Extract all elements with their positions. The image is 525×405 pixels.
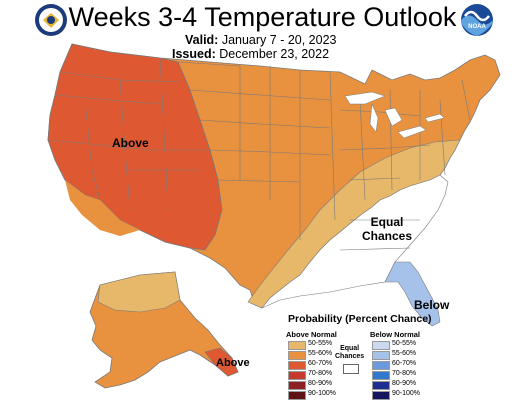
valid-label: Valid:: [185, 33, 219, 47]
below-legend-swatch: [372, 381, 390, 390]
issued-label: Issued:: [172, 47, 216, 61]
above-legend-label: 70-80%: [308, 370, 333, 377]
above-legend-swatch: [288, 351, 306, 360]
legend-below-heading: Below Normal: [370, 330, 421, 339]
label-equal-chances-line2: Chances: [362, 229, 413, 243]
above-legend-label: 50-55%: [308, 340, 333, 347]
region-alaska-above-50-55: [97, 271, 181, 313]
below-legend-swatch: [372, 391, 390, 400]
below-legend-label: 90-100%: [392, 390, 421, 397]
label-equal-chances-line1: Equal: [370, 215, 404, 229]
label-equal-chances: Equal Chances: [362, 215, 412, 243]
legend-equal-label: Equal Chances: [335, 345, 364, 361]
state-borders: [47, 57, 471, 251]
legend-equal-swatch: [343, 364, 359, 374]
above-legend-label: 55-60%: [308, 350, 333, 357]
label-above-alaska: Above: [216, 357, 250, 369]
legend-equal-line2: Chances: [335, 353, 365, 360]
noaa-logo-text: NOAA: [468, 24, 486, 30]
region-above-60-70: [47, 43, 223, 251]
label-below-florida: Below: [414, 298, 450, 312]
commerce-seal-logo: [35, 4, 67, 36]
issued-value: December 23, 2022: [219, 47, 330, 61]
above-legend-label: 90-100%: [308, 390, 337, 397]
region-below-55-60: [384, 261, 441, 327]
above-legend-label: 60-70%: [308, 360, 333, 367]
region-equal-chances: [261, 174, 449, 309]
below-legend-swatch: [372, 341, 390, 350]
legend-equal-line1: Equal: [340, 345, 360, 352]
legend-title: Probability (Percent Chance): [288, 313, 432, 325]
below-legend-label: 70-80%: [392, 370, 417, 377]
above-legend-swatch: [288, 371, 306, 380]
above-legend-swatch: [288, 381, 306, 390]
below-legend-label: 60-70%: [392, 360, 417, 367]
issued-date: Issued: December 23, 2022: [172, 47, 329, 61]
noaa-logo: NOAA: [461, 4, 493, 36]
below-legend-label: 55-60%: [392, 350, 417, 357]
below-legend-swatch: [372, 361, 390, 370]
above-legend-swatch: [288, 391, 306, 400]
great-lakes: [344, 91, 445, 139]
region-socal-55-60: [65, 180, 140, 236]
label-above-west: Above: [112, 136, 149, 150]
legend-above-heading: Above Normal: [286, 330, 337, 339]
below-legend-label: 80-90%: [392, 380, 417, 387]
above-legend-label: 80-90%: [308, 380, 333, 387]
valid-dates: Valid: January 7 - 20, 2023: [185, 33, 337, 47]
below-legend-swatch: [372, 351, 390, 360]
above-legend-swatch: [288, 361, 306, 370]
region-alaska-panhandle-60-70: [204, 347, 239, 377]
page-title: Weeks 3-4 Temperature Outlook: [68, 2, 457, 32]
above-legend-swatch: [288, 341, 306, 350]
below-legend-label: 50-55%: [392, 340, 417, 347]
valid-value: January 7 - 20, 2023: [221, 33, 337, 47]
below-legend-swatch: [372, 371, 390, 380]
